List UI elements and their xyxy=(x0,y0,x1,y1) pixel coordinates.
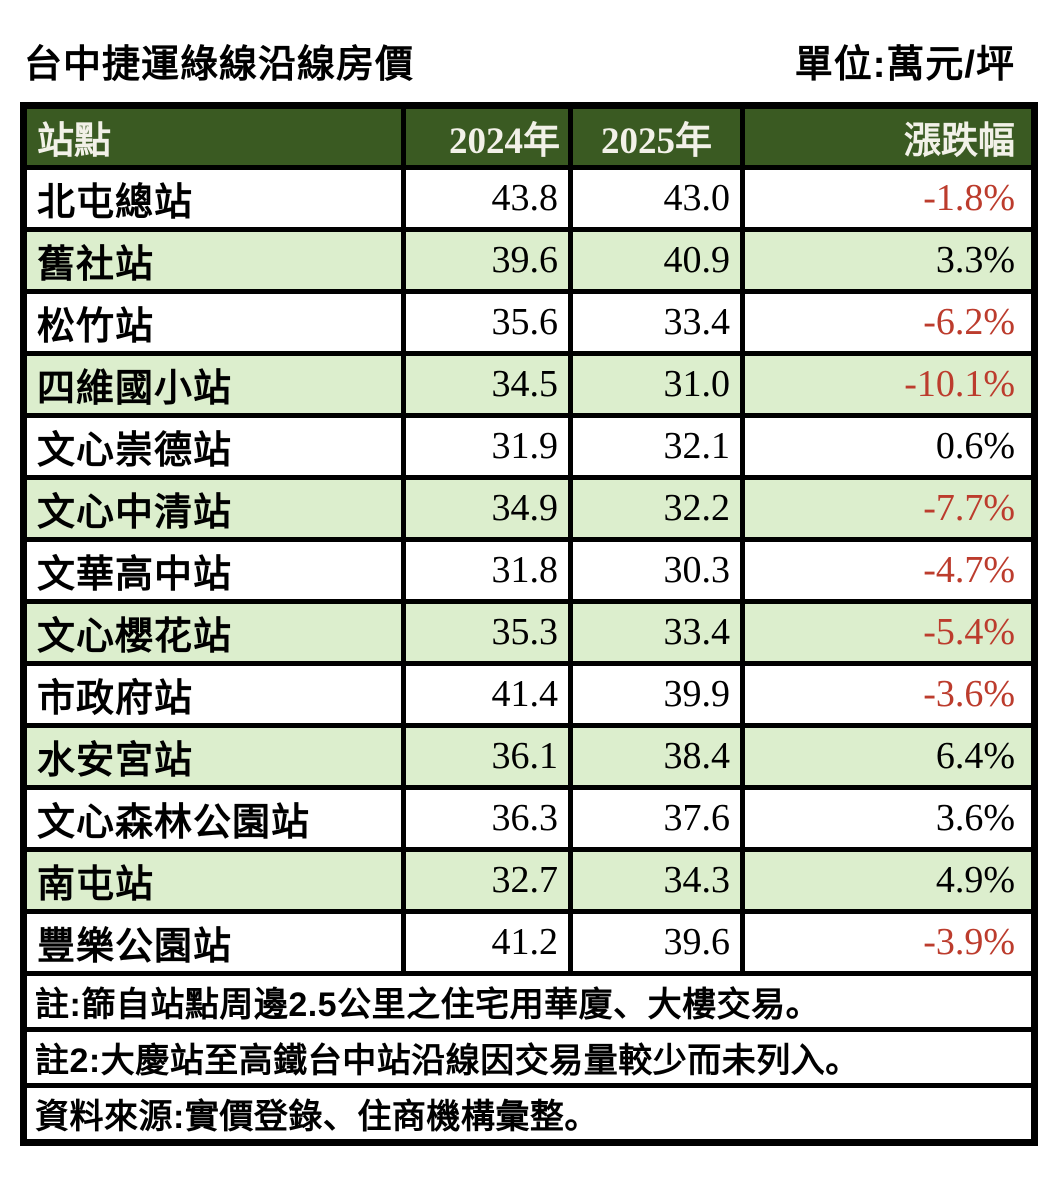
unit-label: 單位:萬元/坪 xyxy=(794,44,1015,86)
price-2024-cell: 43.8 xyxy=(401,164,573,232)
header-station: 站點 xyxy=(21,102,406,170)
note-1: 註:篩自站點周邊2.5公里之住宅用華廈、大樓交易。 xyxy=(21,970,1037,1032)
table-row: 文心櫻花站 35.3 33.4 -5.4% xyxy=(21,598,1037,666)
change-cell: -7.7% xyxy=(740,474,1037,542)
price-2025-cell: 32.1 xyxy=(568,412,745,480)
station-name-cell: 市政府站 xyxy=(21,660,406,728)
price-2024-cell: 31.8 xyxy=(401,536,573,604)
note-row: 註:篩自站點周邊2.5公里之住宅用華廈、大樓交易。 xyxy=(21,970,1037,1032)
change-cell: 3.3% xyxy=(740,226,1037,294)
table-row: 豐樂公園站 41.2 39.6 -3.9% xyxy=(21,908,1037,976)
table-row: 松竹站 35.6 33.4 -6.2% xyxy=(21,288,1037,356)
change-cell: -5.4% xyxy=(740,598,1037,666)
price-2025-cell: 31.0 xyxy=(568,350,745,418)
price-2024-cell: 34.5 xyxy=(401,350,573,418)
price-2024-cell: 39.6 xyxy=(401,226,573,294)
price-2024-cell: 36.1 xyxy=(401,722,573,790)
page-title: 台中捷運綠線沿線房價 xyxy=(24,44,415,86)
station-name-cell: 文心森林公園站 xyxy=(21,784,406,852)
table-row: 文華高中站 31.8 30.3 -4.7% xyxy=(21,536,1037,604)
change-cell: 0.6% xyxy=(740,412,1037,480)
table-row: 北屯總站 43.8 43.0 -1.8% xyxy=(21,164,1037,232)
change-cell: 6.4% xyxy=(740,722,1037,790)
table-row: 文心森林公園站 36.3 37.6 3.6% xyxy=(21,784,1037,852)
change-cell: -3.9% xyxy=(740,908,1037,976)
price-2024-cell: 41.2 xyxy=(401,908,573,976)
note-row: 註2:大慶站至高鐵台中站沿線因交易量較少而未列入。 xyxy=(21,1026,1037,1088)
station-name-cell: 水安宮站 xyxy=(21,722,406,790)
price-2025-cell: 40.9 xyxy=(568,226,745,294)
price-table: 站點 2024年 2025年 漲跌幅 北屯總站 43.8 43.0 -1.8% … xyxy=(20,101,1038,1146)
price-2024-cell: 31.9 xyxy=(401,412,573,480)
station-name-cell: 文華高中站 xyxy=(21,536,406,604)
price-2025-cell: 37.6 xyxy=(568,784,745,852)
station-name-cell: 舊社站 xyxy=(21,226,406,294)
price-2024-cell: 36.3 xyxy=(401,784,573,852)
table-row: 南屯站 32.7 34.3 4.9% xyxy=(21,846,1037,914)
change-cell: -3.6% xyxy=(740,660,1037,728)
station-name-cell: 文心櫻花站 xyxy=(21,598,406,666)
station-name-cell: 四維國小站 xyxy=(21,350,406,418)
station-name-cell: 豐樂公園站 xyxy=(21,908,406,976)
note-2: 註2:大慶站至高鐵台中站沿線因交易量較少而未列入。 xyxy=(21,1026,1037,1088)
table-row: 舊社站 39.6 40.9 3.3% xyxy=(21,226,1037,294)
title-bar: 台中捷運綠線沿線房價 單位:萬元/坪 xyxy=(0,0,1049,90)
price-2025-cell: 34.3 xyxy=(568,846,745,914)
change-cell: -1.8% xyxy=(740,164,1037,232)
price-2025-cell: 39.9 xyxy=(568,660,745,728)
header-2025: 2025年 xyxy=(568,102,745,170)
table-row: 水安宮站 36.1 38.4 6.4% xyxy=(21,722,1037,790)
price-2024-cell: 34.9 xyxy=(401,474,573,542)
station-name-cell: 文心中清站 xyxy=(21,474,406,542)
station-name-cell: 北屯總站 xyxy=(21,164,406,232)
station-name-cell: 文心崇德站 xyxy=(21,412,406,480)
station-name-cell: 南屯站 xyxy=(21,846,406,914)
data-source-note: 資料來源:實價登錄、住商機構彙整。 xyxy=(21,1082,1037,1145)
table-row: 市政府站 41.4 39.9 -3.6% xyxy=(21,660,1037,728)
price-2025-cell: 33.4 xyxy=(568,288,745,356)
change-cell: -6.2% xyxy=(740,288,1037,356)
change-cell: 3.6% xyxy=(740,784,1037,852)
price-2024-cell: 35.3 xyxy=(401,598,573,666)
price-2025-cell: 43.0 xyxy=(568,164,745,232)
price-2025-cell: 38.4 xyxy=(568,722,745,790)
station-name-cell: 松竹站 xyxy=(21,288,406,356)
price-2024-cell: 41.4 xyxy=(401,660,573,728)
price-2024-cell: 35.6 xyxy=(401,288,573,356)
header-2024: 2024年 xyxy=(401,102,573,170)
price-2024-cell: 32.7 xyxy=(401,846,573,914)
table-row: 文心崇德站 31.9 32.1 0.6% xyxy=(21,412,1037,480)
price-2025-cell: 39.6 xyxy=(568,908,745,976)
note-row: 資料來源:實價登錄、住商機構彙整。 xyxy=(21,1082,1037,1145)
price-2025-cell: 32.2 xyxy=(568,474,745,542)
header-row: 站點 2024年 2025年 漲跌幅 xyxy=(21,102,1037,170)
header-change: 漲跌幅 xyxy=(740,102,1037,170)
table-row: 四維國小站 34.5 31.0 -10.1% xyxy=(21,350,1037,418)
price-2025-cell: 30.3 xyxy=(568,536,745,604)
price-2025-cell: 33.4 xyxy=(568,598,745,666)
table-row: 文心中清站 34.9 32.2 -7.7% xyxy=(21,474,1037,542)
change-cell: -10.1% xyxy=(740,350,1037,418)
change-cell: -4.7% xyxy=(740,536,1037,604)
change-cell: 4.9% xyxy=(740,846,1037,914)
